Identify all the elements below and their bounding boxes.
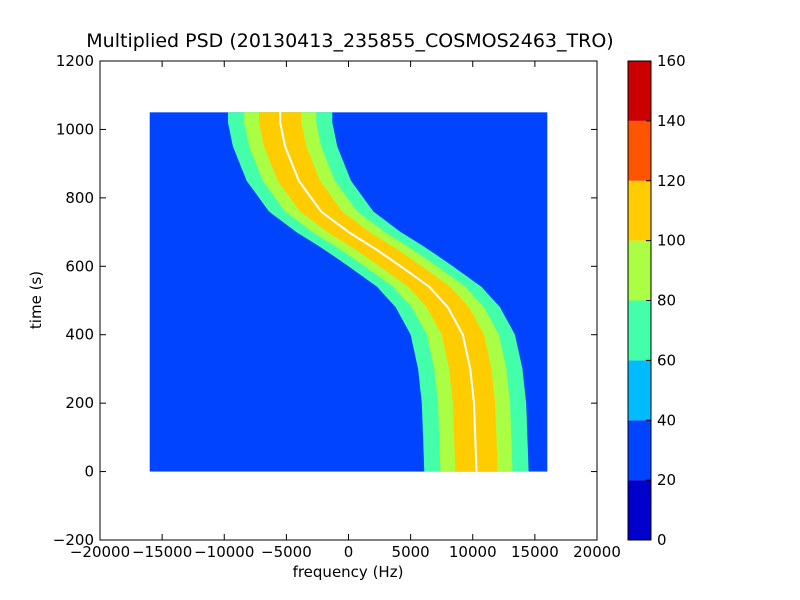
colorbar-tick-label: 100 xyxy=(657,232,686,250)
y-tick-label: 0 xyxy=(84,463,94,481)
signal-band-100 xyxy=(259,112,498,472)
colorbar-segment xyxy=(628,420,651,481)
colorbar-tick-label: 120 xyxy=(657,172,686,190)
doppler-trace xyxy=(279,112,478,472)
y-tick-label: 1000 xyxy=(56,120,94,138)
colorbar-tick-label: 80 xyxy=(657,292,676,310)
y-axis-label: time (s) xyxy=(27,271,45,329)
colorbar-segment xyxy=(628,61,651,121)
y-tick-label: 1200 xyxy=(56,52,94,70)
x-tick-label: 15000 xyxy=(511,543,559,561)
chart-title: Multiplied PSD (20130413_235855_COSMOS24… xyxy=(86,30,613,52)
x-axis-label: frequency (Hz) xyxy=(293,563,404,581)
colorbar-tick-label: 140 xyxy=(657,112,686,130)
colorbar-tick-label: 0 xyxy=(657,531,667,549)
colorbar-tick-label: 20 xyxy=(657,471,676,489)
x-tick-label: −10000 xyxy=(194,543,254,561)
colorbar-segment xyxy=(628,300,651,361)
colorbar-segment xyxy=(628,360,651,421)
y-tick-label: 800 xyxy=(65,189,94,207)
colorbar-segment xyxy=(628,180,651,241)
colorbar-tick-label: 160 xyxy=(657,52,686,70)
colorbar-segment xyxy=(628,120,651,181)
colorbar-tick-label: 60 xyxy=(657,351,676,369)
x-tick-label: −20000 xyxy=(70,543,130,561)
x-tick-label: −15000 xyxy=(132,543,192,561)
x-tick-label: 10000 xyxy=(449,543,497,561)
x-tick-label: 20000 xyxy=(573,543,621,561)
axes: −20000 −15000 −10000 −5000 0 5000 10000 15000 20… xyxy=(53,52,621,561)
colorbar: 0 20 40 60 80 100 120 140 160 xyxy=(627,52,686,549)
y-tick-label: 600 xyxy=(65,257,94,275)
y-tick-label: 400 xyxy=(65,326,94,344)
plot-area xyxy=(149,112,548,472)
x-tick-label: 5000 xyxy=(392,543,430,561)
colorbar-tick-label: 40 xyxy=(657,411,676,429)
x-tick-label: 0 xyxy=(344,543,354,561)
x-tick-label: −5000 xyxy=(261,543,312,561)
colorbar-segment xyxy=(628,240,651,301)
y-tick-label: −200 xyxy=(53,531,94,549)
colorbar-segment xyxy=(628,480,651,540)
y-tick-label: 200 xyxy=(65,394,94,412)
